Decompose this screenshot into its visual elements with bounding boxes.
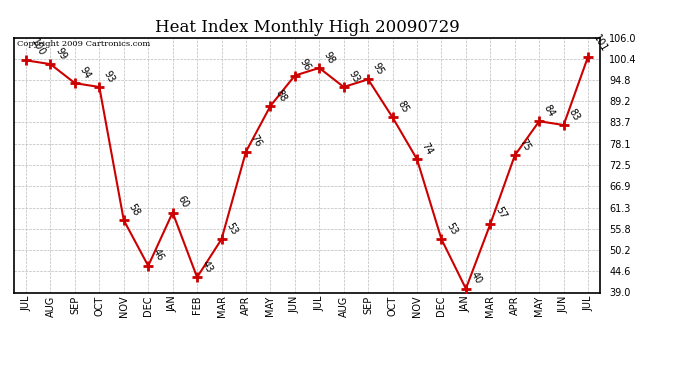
Text: Copyright 2009 Cartronics.com: Copyright 2009 Cartronics.com: [17, 40, 150, 48]
Text: 57: 57: [493, 206, 508, 221]
Text: 83: 83: [566, 106, 581, 122]
Title: Heat Index Monthly High 20090729: Heat Index Monthly High 20090729: [155, 19, 460, 36]
Text: 99: 99: [53, 46, 68, 62]
Text: 85: 85: [395, 99, 411, 115]
Text: 93: 93: [102, 69, 117, 84]
Text: 75: 75: [518, 137, 533, 153]
Text: 53: 53: [224, 221, 239, 237]
Text: 88: 88: [273, 88, 288, 103]
Text: 46: 46: [151, 248, 166, 263]
Text: 95: 95: [371, 61, 386, 76]
Text: 53: 53: [444, 221, 459, 237]
Text: 60: 60: [175, 194, 190, 210]
Text: 58: 58: [126, 202, 141, 217]
Text: 98: 98: [322, 50, 337, 65]
Text: 101: 101: [591, 33, 609, 54]
Text: 74: 74: [420, 141, 435, 156]
Text: 96: 96: [297, 57, 313, 73]
Text: 100: 100: [29, 37, 47, 57]
Text: 93: 93: [346, 69, 362, 84]
Text: 84: 84: [542, 103, 557, 118]
Text: 40: 40: [469, 270, 484, 286]
Text: 43: 43: [200, 259, 215, 274]
Text: 94: 94: [78, 65, 92, 80]
Text: 76: 76: [248, 133, 264, 149]
